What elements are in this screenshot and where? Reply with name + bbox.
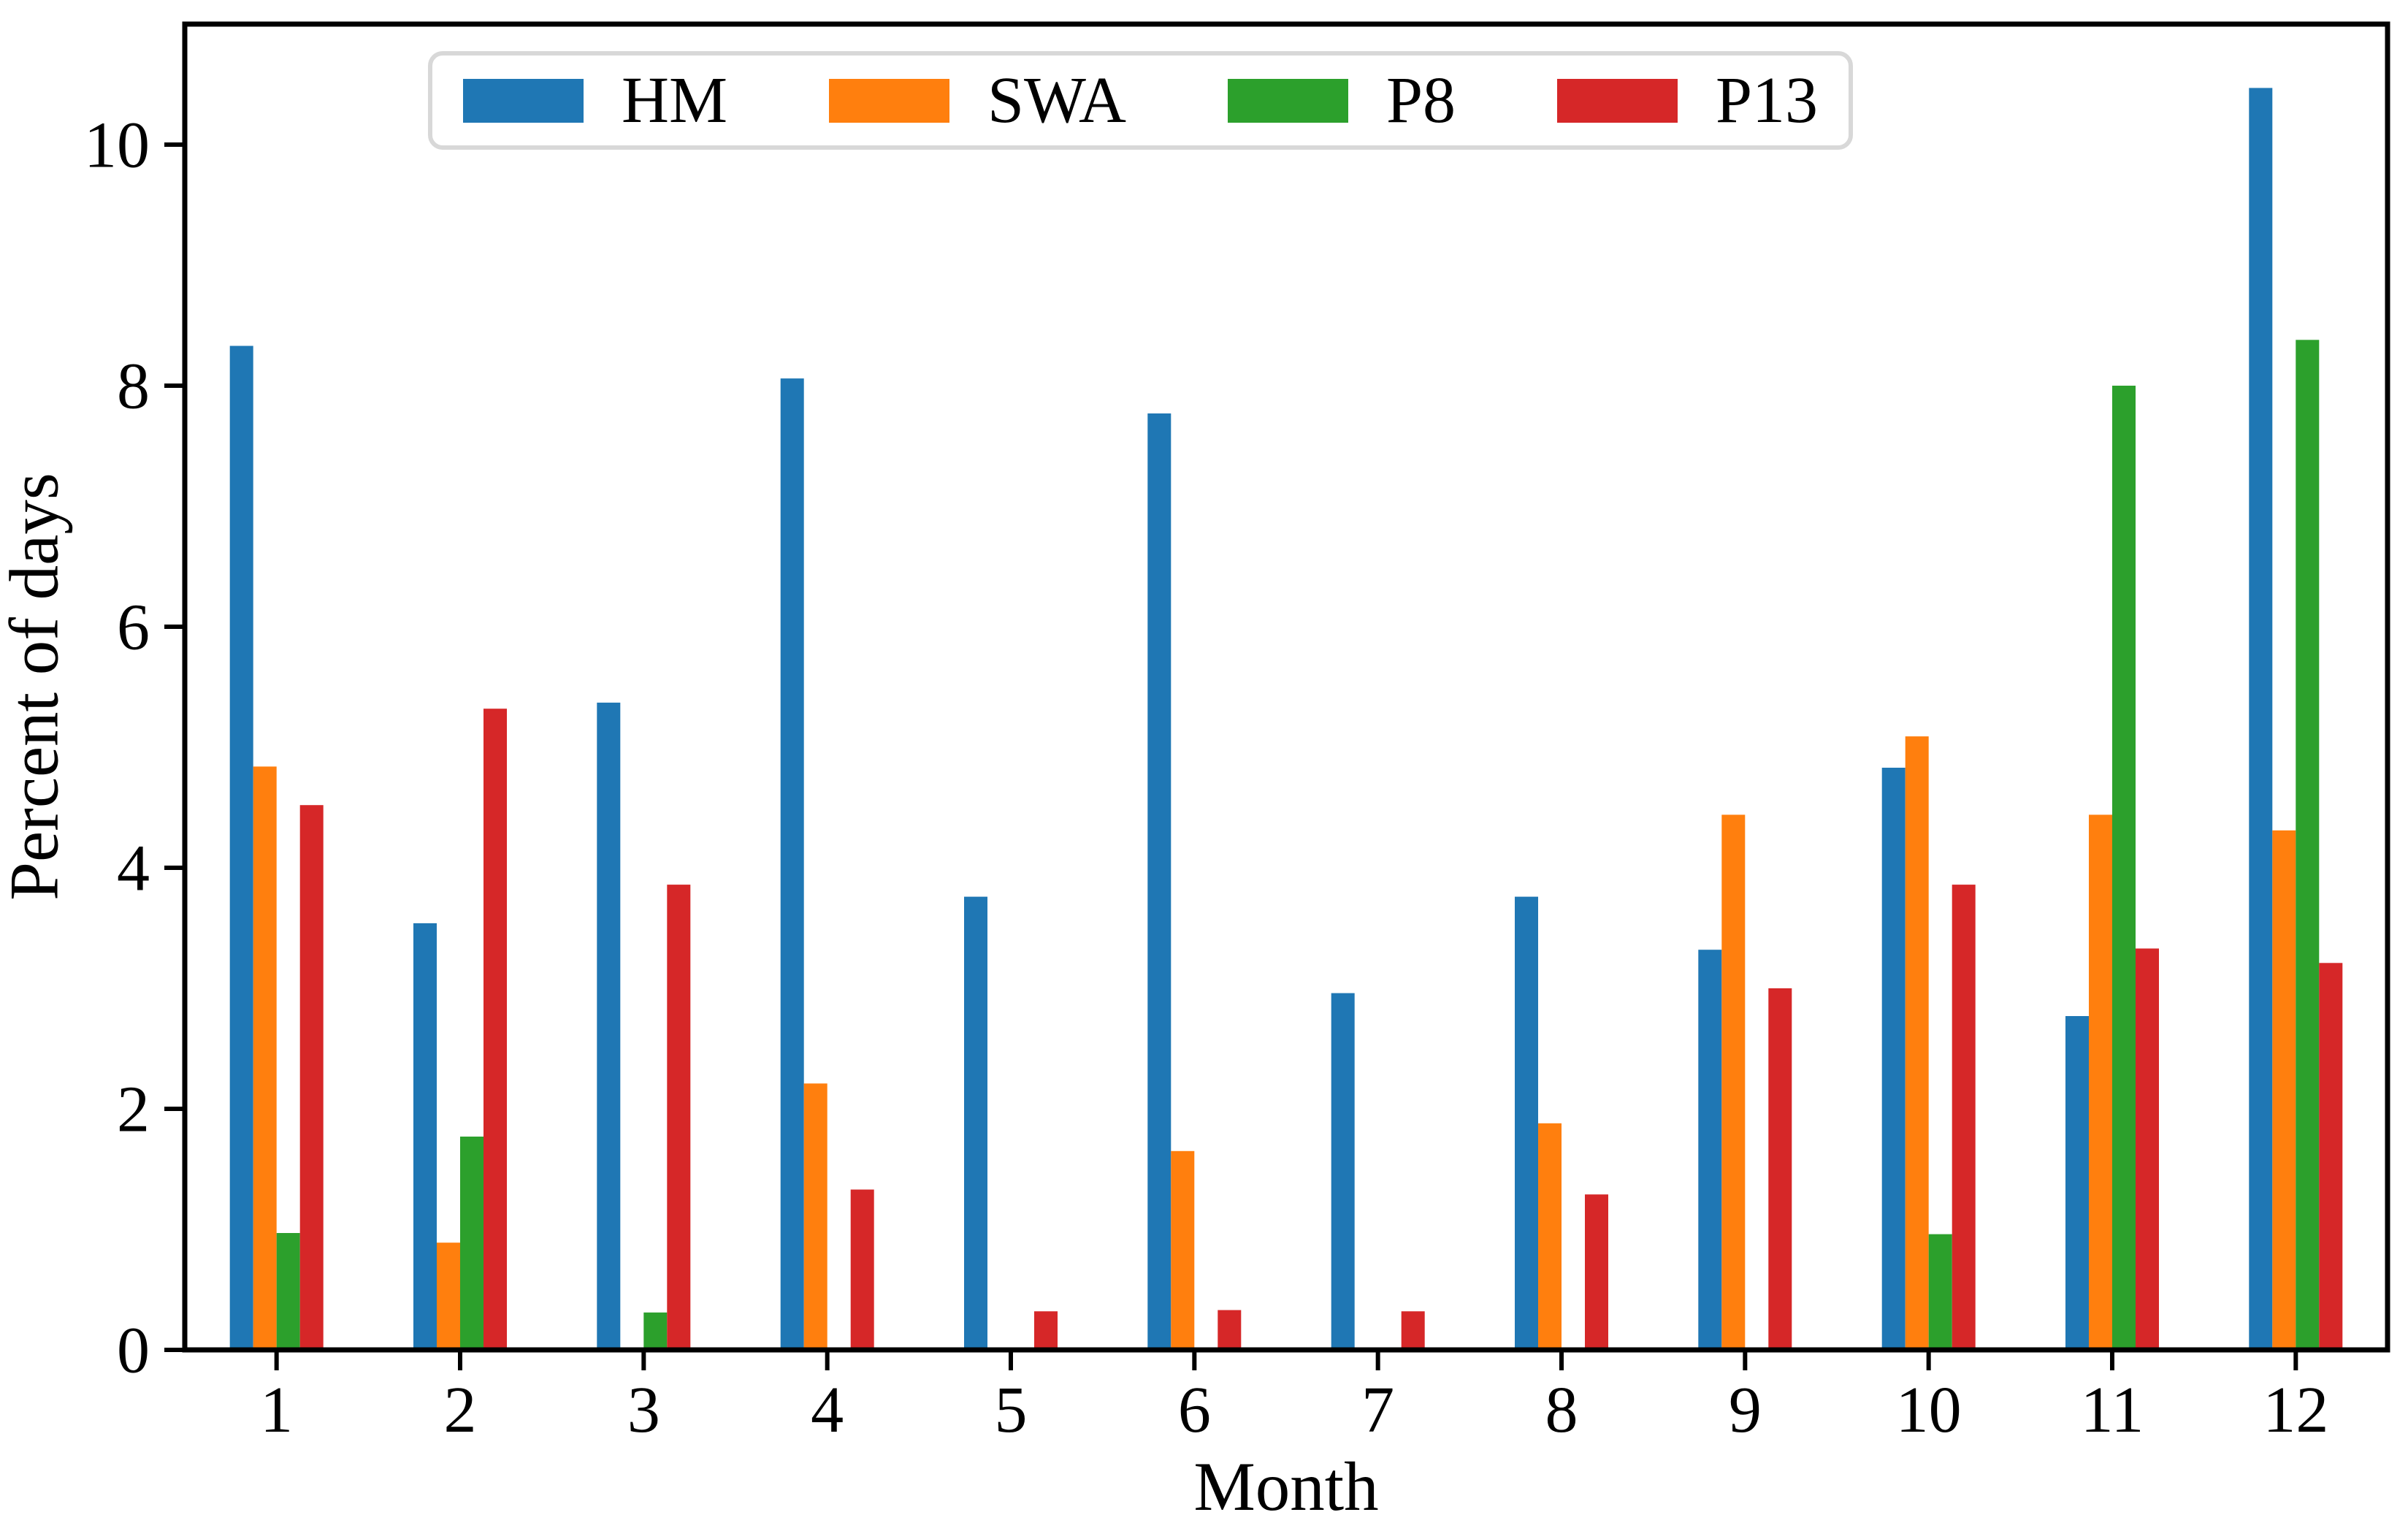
bar-p8-month-10	[1928, 1234, 1952, 1350]
bar-p13-month-8	[1585, 1194, 1608, 1350]
x-tick-label-9: 9	[1729, 1374, 1762, 1446]
x-tick-label-4: 4	[811, 1374, 844, 1446]
x-tick-label-11: 11	[2081, 1374, 2144, 1446]
bar-p13-month-2	[483, 709, 507, 1350]
bar-swa-month-6	[1171, 1150, 1195, 1351]
bar-hm-month-4	[780, 378, 804, 1350]
bar-p13-month-6	[1218, 1310, 1242, 1350]
legend-label-p8: P8	[1385, 64, 1456, 137]
bar-p8-month-1	[276, 1233, 300, 1350]
bar-hm-month-8	[1515, 896, 1538, 1350]
bar-p13-month-9	[1768, 988, 1792, 1350]
bar-p8-month-12	[2296, 340, 2320, 1350]
bar-p13-month-12	[2319, 963, 2343, 1350]
legend-swatch-hm	[463, 78, 584, 123]
bar-p13-month-10	[1952, 885, 1976, 1350]
bar-p8-month-11	[2112, 386, 2136, 1350]
bar-p8-month-3	[643, 1312, 668, 1350]
bar-hm-month-7	[1331, 993, 1355, 1350]
bar-swa-month-8	[1538, 1123, 1562, 1350]
x-tick-label-1: 1	[260, 1374, 293, 1446]
x-tick-label-8: 8	[1545, 1374, 1578, 1446]
bar-hm-month-1	[229, 346, 253, 1350]
bar-swa-month-12	[2272, 830, 2296, 1350]
y-tick-label-0: 0	[117, 1315, 150, 1387]
x-tick-label-5: 5	[995, 1374, 1028, 1446]
bar-p13-month-4	[850, 1189, 874, 1350]
bar-hm-month-10	[1881, 768, 1906, 1350]
bar-swa-month-2	[437, 1243, 460, 1350]
legend-label-hm: HM	[622, 64, 728, 137]
legend-item-p13: P13	[1556, 64, 1818, 137]
y-tick-label-6: 6	[117, 592, 150, 664]
y-tick-label-10: 10	[84, 110, 150, 182]
bar-p8-month-2	[460, 1137, 483, 1351]
legend-swatch-swa	[828, 78, 949, 123]
bar-swa-month-9	[1721, 814, 1746, 1350]
bar-hm-month-2	[413, 923, 437, 1350]
x-tick-label-7: 7	[1361, 1374, 1394, 1446]
legend-item-p8: P8	[1227, 64, 1456, 137]
x-axis-title: Month	[1193, 1448, 1379, 1523]
y-tick-label-8: 8	[117, 351, 150, 423]
legend-item-swa: SWA	[828, 64, 1126, 137]
bar-p13-month-1	[299, 805, 324, 1350]
y-tick-label-4: 4	[117, 833, 150, 905]
legend-item-hm: HM	[463, 64, 728, 137]
legend: HM SWA P8 P13	[428, 51, 1853, 150]
legend-label-p13: P13	[1715, 64, 1818, 137]
y-axis-title: Percent of days	[0, 473, 73, 901]
bar-p13-month-3	[667, 885, 691, 1350]
bar-hm-month-11	[2065, 1016, 2089, 1351]
x-tick-label-6: 6	[1178, 1374, 1211, 1446]
bar-swa-month-11	[2089, 814, 2112, 1350]
x-tick-label-10: 10	[1896, 1374, 1962, 1446]
bar-hm-month-6	[1147, 413, 1171, 1350]
bar-swa-month-4	[803, 1083, 827, 1350]
bar-swa-month-1	[253, 766, 277, 1350]
legend-swatch-p8	[1227, 78, 1348, 123]
legend-label-swa: SWA	[987, 64, 1126, 137]
bar-hm-month-5	[964, 896, 987, 1350]
legend-swatch-p13	[1556, 78, 1678, 123]
bar-p13-month-11	[2136, 948, 2159, 1350]
plot-border	[182, 21, 2390, 1353]
x-tick-label-2: 2	[444, 1374, 477, 1446]
bar-hm-month-9	[1698, 950, 1722, 1350]
bar-p13-month-5	[1034, 1311, 1058, 1350]
bar-hm-month-12	[2249, 88, 2273, 1350]
bar-swa-month-10	[1905, 736, 1929, 1350]
y-tick-label-2: 2	[117, 1074, 150, 1146]
bar-p13-month-7	[1401, 1311, 1425, 1350]
x-tick-label-12: 12	[2263, 1374, 2328, 1446]
bar-hm-month-3	[597, 702, 621, 1350]
x-tick-label-3: 3	[627, 1374, 660, 1446]
